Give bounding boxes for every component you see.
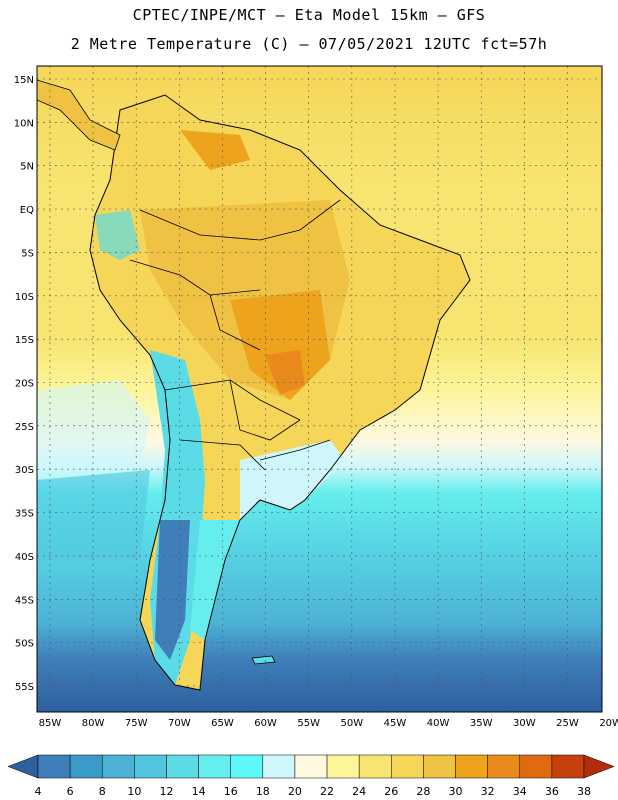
colorbar-tick-label: 18 <box>256 785 270 798</box>
map-title-line-1: CPTEC/INPE/MCT – Eta Model 15km – GFS <box>132 6 486 24</box>
colorbar-tick-label: 34 <box>513 785 527 798</box>
colorbar-tick-label: 32 <box>481 785 495 798</box>
map-title-line-2: 2 Metre Temperature (C) – 07/05/2021 12U… <box>70 35 548 53</box>
colorbar-segment <box>230 754 264 779</box>
country-borders <box>129 199 341 471</box>
colorbar-tick-label: 16 <box>224 785 238 798</box>
latitude-axis: 15N 10N 5N EQ 5S 10S 15S 20S 25S 30S 35S 40S 45S 50S 5… <box>14 75 34 693</box>
colorbar-tick-label: 4 <box>35 785 42 798</box>
central-hot-region <box>230 290 330 400</box>
latitude-label: 15S <box>15 335 34 346</box>
latitude-label: 40S <box>15 552 34 563</box>
longitude-label: 60W <box>254 718 277 729</box>
pacific-cool-band <box>37 380 150 480</box>
colorbar-tick-label: 6 <box>67 785 74 798</box>
colorbar-tick-label: 8 <box>99 785 106 798</box>
latitude-label: 10N <box>14 118 34 129</box>
colorbar-under-arrow <box>7 754 39 779</box>
latitude-label: 5N <box>20 162 34 173</box>
northern-andes <box>95 210 140 260</box>
longitude-label: 50W <box>341 718 364 729</box>
colorbar-segment <box>326 754 360 779</box>
longitude-label: 40W <box>427 718 450 729</box>
falkland-islands <box>251 655 276 665</box>
longitude-label: 20W <box>599 718 618 729</box>
latitude-label: 25S <box>15 422 34 433</box>
southern-cool-region <box>240 440 345 520</box>
colorbar-segment <box>69 754 103 779</box>
longitude-label: 75W <box>125 718 148 729</box>
longitude-label: 85W <box>39 718 62 729</box>
north-hot-region <box>180 130 250 170</box>
colorbar-segment <box>551 754 585 779</box>
longitude-label: 65W <box>211 718 234 729</box>
latitude-label: 5S <box>21 248 34 259</box>
southern-andes <box>155 520 190 660</box>
colorbar-segment <box>37 754 71 779</box>
longitude-label: 55W <box>297 718 320 729</box>
longitude-label: 45W <box>384 718 407 729</box>
latitude-label: 20S <box>15 378 34 389</box>
central-america <box>37 79 121 151</box>
colorbar-segment <box>101 754 135 779</box>
colorbar-segment <box>455 754 488 779</box>
colorbar-tick-label: 12 <box>159 785 173 798</box>
latitude-label: EQ <box>20 205 34 216</box>
longitude-label: 70W <box>168 718 191 729</box>
latitude-label: 50S <box>15 639 34 650</box>
graticule <box>37 66 602 712</box>
latitude-label: 55S <box>15 682 34 693</box>
colorbar: 4 6 8 10 12 14 16 18 20 22 24 26 28 30 32 34 36 38 <box>7 754 615 798</box>
map-panel <box>37 66 602 712</box>
pacific-cold-band <box>37 470 150 560</box>
patagonia-cool-region <box>190 520 240 640</box>
map-frame <box>36 65 603 713</box>
longitude-label: 25W <box>556 718 579 729</box>
colorbar-tick-label: 20 <box>288 785 302 798</box>
colorbar-over-arrow <box>583 754 615 779</box>
colorbar-segment <box>487 754 521 779</box>
colorbar-segment <box>358 754 392 779</box>
coastline <box>89 94 471 691</box>
colorbar-segment <box>134 754 167 779</box>
colorbar-tick-label: 14 <box>192 785 206 798</box>
colorbar-tick-label: 22 <box>320 785 334 798</box>
colorbar-segment <box>262 754 296 779</box>
longitude-label: 80W <box>82 718 105 729</box>
latitude-label: 30S <box>15 465 34 476</box>
colorbar-tick-label: 10 <box>127 785 141 798</box>
colorbar-tick-label: 28 <box>416 785 430 798</box>
colorbar-tick-label: 24 <box>352 785 366 798</box>
latitude-label: 35S <box>15 509 34 520</box>
latitude-label: 10S <box>15 292 34 303</box>
colorbar-segment <box>423 754 456 779</box>
colorbar-tick-label: 36 <box>545 785 559 798</box>
longitude-label: 35W <box>470 718 493 729</box>
longitude-axis: 85W 80W 75W 70W 65W 60W 55W 50W 45W 40W 35W 30W 25W 2… <box>39 718 618 729</box>
colorbar-tick-label: 30 <box>449 785 463 798</box>
longitude-label: 30W <box>513 718 536 729</box>
colorbar-tick-label: 26 <box>384 785 398 798</box>
colorbar-segment <box>198 754 231 779</box>
colorbar-tick-label: 38 <box>577 785 591 798</box>
hottest-core <box>265 350 305 395</box>
colorbar-segment <box>391 754 424 779</box>
colorbar-segment <box>294 754 328 779</box>
latitude-label: 15N <box>14 75 34 86</box>
latitude-label: 45S <box>15 595 34 606</box>
colorbar-segment <box>519 754 553 779</box>
colorbar-segment <box>166 754 199 779</box>
